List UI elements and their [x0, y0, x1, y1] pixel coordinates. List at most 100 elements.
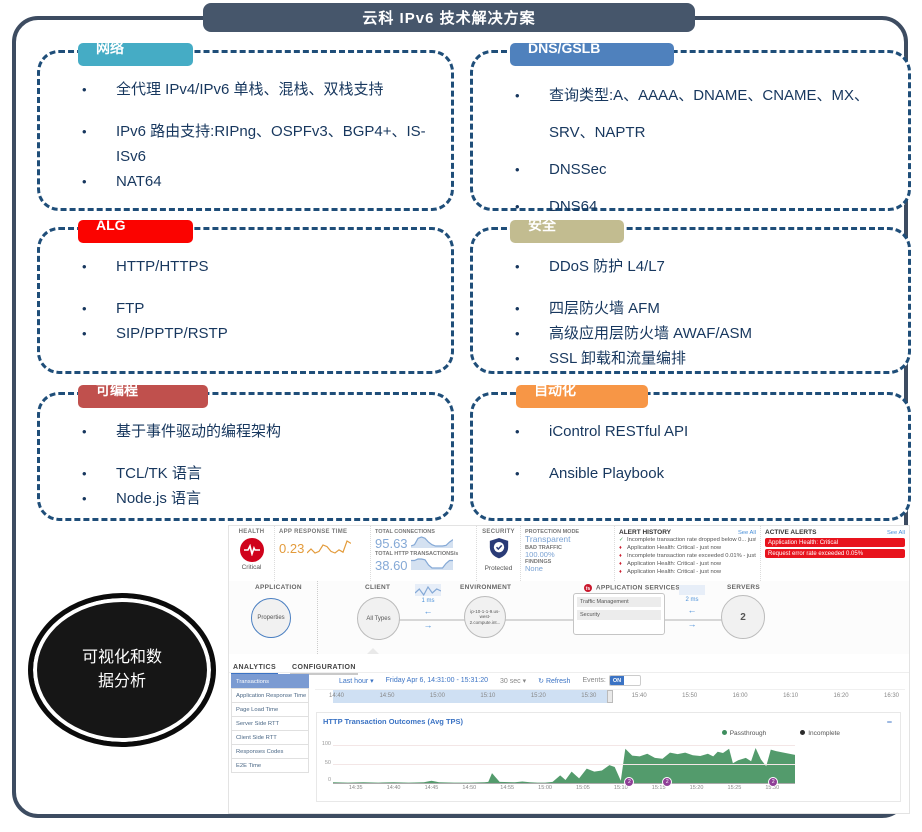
analytics-tab[interactable]: ANALYTICS: [231, 661, 279, 675]
bullet-item: NAT64: [82, 169, 433, 194]
properties-node[interactable]: Properties: [251, 598, 291, 638]
bullet-item: IPv6 路由支持:RIPng、OSPFv3、BGP4+、IS-ISv6: [82, 119, 433, 169]
timeline-tick-label: 15:40: [631, 693, 647, 699]
y-axis-label-0: 0: [327, 777, 331, 783]
category-box-security: 安全 DDoS 防护 L4/L7 四层防火墙 AFM 高级应用层防火墙 AWAF/A…: [470, 220, 911, 374]
tps-plot: [333, 745, 795, 784]
alert-history-list: ✓ Incomplete transaction rate dropped be…: [619, 536, 756, 576]
sidebar-metric-item[interactable]: Responses Codes: [231, 744, 309, 758]
arrow-left-icon: ←: [423, 606, 433, 616]
events-toggle[interactable]: ON: [608, 675, 641, 686]
security-status: Protected: [484, 565, 513, 572]
bullet-text: Node.js 语言: [116, 490, 202, 507]
total-connections-value: 95.63: [375, 535, 408, 551]
chevron-down-icon: ▾: [370, 677, 374, 685]
timeline-tick-label: 16:30: [883, 693, 899, 699]
bullet-item: HTTP/HTTPS: [82, 254, 433, 279]
gridline-100: [333, 745, 795, 746]
interval-dropdown[interactable]: 30 sec ▾: [500, 677, 527, 685]
client-node[interactable]: All Types: [357, 597, 400, 640]
health-cell: HEALTH Critical: [229, 526, 275, 581]
timeline-tick-label: 14:40: [329, 693, 345, 699]
x-tick-label: 14:40: [386, 785, 401, 791]
category-tab-security: 安全: [510, 220, 624, 243]
heartbeat-icon: [239, 538, 264, 562]
bullet-text: DNS64: [549, 198, 598, 215]
sidebar-metric-item[interactable]: Server Side RTT: [231, 716, 309, 730]
chart-title: HTTP Transaction Outcomes (Avg TPS): [323, 717, 464, 726]
bullet-item: 全代理 IPv4/IPv6 单栈、混栈、双栈支持: [82, 77, 433, 102]
legend-label: Incomplete: [808, 730, 840, 737]
application-column-label: APPLICATION: [255, 584, 302, 591]
bad-traffic-label: BAD TRAFFIC: [525, 544, 562, 551]
category-tab-dns-gslb: DNS/GSLB: [510, 43, 674, 66]
sidebar-metric-item[interactable]: Application Response Time: [231, 688, 309, 702]
findings-label: FINDINGS: [525, 559, 552, 566]
services-latency-label: 2 ms: [685, 597, 699, 603]
alert-history-title: ALERT HISTORY: [619, 529, 672, 536]
servers-node[interactable]: 2: [721, 595, 765, 639]
environment-node[interactable]: ip-10-1-1-9.us-west-2.compute.int...: [464, 596, 506, 638]
alert-history-see-all-link[interactable]: See All: [737, 529, 756, 536]
service-row[interactable]: Traffic Management: [577, 597, 661, 607]
arrow-right-icon: →: [687, 619, 697, 629]
x-tick-label: 14:45: [424, 785, 439, 791]
range-drag-handle[interactable]: [607, 690, 613, 703]
collapse-icon[interactable]: −: [886, 717, 892, 727]
alert-history-item: ♦ Application Health: Critical - just no…: [619, 544, 756, 552]
bad-traffic-value: 100.00%: [525, 549, 555, 559]
sidebar-metric-item[interactable]: Page Load Time: [231, 702, 309, 716]
analytics-section: ANALYTICS CONFIGURATION Transactions Appli…: [229, 648, 909, 813]
bullet-text: IPv6 路由支持:RIPng、OSPFv3、BGP4+、IS-ISv6: [116, 123, 426, 165]
bullet-text: TCL/TK 语言: [116, 465, 202, 482]
x-tick-label: 15:05: [576, 785, 590, 791]
sidebar-metric-item[interactable]: E2E Time: [231, 758, 309, 773]
refresh-button[interactable]: ↻ Refresh: [538, 677, 571, 685]
bullet-item: Ansible Playbook: [515, 461, 890, 486]
application-services-label: f5 APPLICATION SERVICES: [584, 584, 681, 592]
bullet-text: SIP/PPTP/RSTP: [116, 325, 228, 342]
bullet-item: 四层防火墙 AFM: [515, 296, 890, 321]
ellipse-text-line2: 据分析: [97, 673, 146, 690]
x-tick-label: 14:55: [500, 785, 515, 791]
analytics-tab[interactable]: CONFIGURATION: [290, 661, 358, 675]
service-row[interactable]: Security: [577, 610, 661, 620]
bullet-list-automation: iControl RESTful API Ansible Playbook: [473, 395, 908, 486]
collapse-caret-icon[interactable]: [367, 648, 379, 654]
event-marker[interactable]: 2: [662, 777, 673, 787]
bullet-item: Node.js 语言: [82, 486, 433, 511]
alert-history-item: ♦ Application Health: Critical - just no…: [619, 568, 756, 576]
legend-dot-icon: [800, 730, 806, 735]
timeline-ticks: 14:40 14:50 15:00 15:10 15:20 15:30 15:40 15:50…: [329, 693, 899, 699]
timeline-scrubber[interactable]: 14:40 14:50 15:00 15:10 15:20 15:30 15:40 15:50…: [315, 689, 905, 703]
active-alerts-see-all-link[interactable]: See All: [886, 529, 905, 536]
timeline-controls: Last hour ▾ Friday Apr 6, 14:31:00 - 15:…: [315, 674, 905, 689]
category-tab-network: 网络: [78, 43, 193, 66]
http-transactions-value: 38.60: [375, 557, 408, 573]
category-box-programmable: 可编程 基于事件驱动的编程架构 TCL/TK 语言 Node.js 语言: [37, 385, 454, 521]
x-tick-label: 15:25: [727, 785, 742, 791]
app-response-label: APP RESPONSE TIME: [279, 529, 348, 535]
shield-check-icon: [481, 537, 516, 564]
x-tick-label: 15:10: [613, 785, 628, 791]
alert-history-item: ♦ Application Health: Critical - just no…: [619, 560, 756, 568]
event-marker[interactable]: 2: [768, 777, 779, 787]
bullet-text: FTP: [116, 300, 145, 317]
sidebar-metric-item[interactable]: Client Side RTT: [231, 730, 309, 744]
f5-logo-icon: f5: [584, 584, 592, 592]
active-alerts-cell: ACTIVE ALERTS See All Application Health…: [761, 526, 909, 581]
range-dropdown[interactable]: Last hour ▾: [339, 677, 374, 685]
alert-history-text: Incomplete transaction rate exceeded 0.0…: [627, 553, 756, 559]
category-tab-programmable: 可编程: [78, 385, 208, 408]
bullet-list-dns-gslb: 查询类型:A、AAAA、DNAME、CNAME、MX、SRV、NAPTR DNSS…: [473, 53, 908, 225]
alert-status-icon: ♦: [619, 553, 622, 559]
page-title-text: 云科 IPv6 技术解决方案: [362, 10, 536, 27]
services-latency-sparkline: [679, 585, 705, 595]
sidebar-metric-item[interactable]: Transactions: [231, 674, 309, 688]
bullet-item: iControl RESTful API: [515, 419, 890, 444]
timeline-tick-label: 14:50: [379, 693, 395, 699]
event-marker[interactable]: 2: [624, 777, 635, 787]
bullet-item: DNSSec: [515, 151, 890, 188]
http-transactions-sparkline: [410, 557, 453, 573]
